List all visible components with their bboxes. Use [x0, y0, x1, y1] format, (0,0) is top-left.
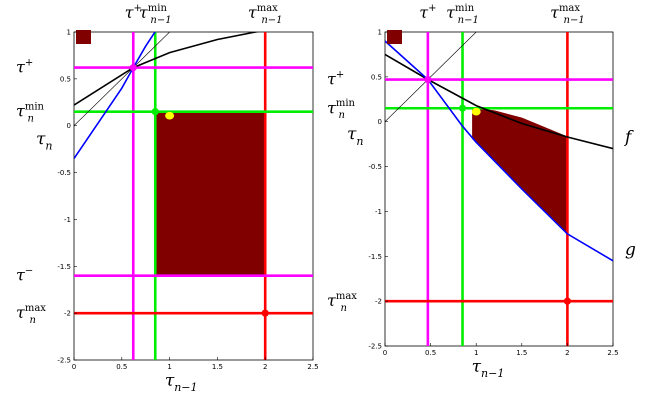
- left-label-1: τmin n: [327, 98, 356, 121]
- y-tick-label: -1.5: [368, 253, 382, 261]
- top-label-2: τmax n−1: [248, 3, 283, 26]
- y-tick-label: -2: [64, 310, 71, 318]
- x-tick-label: 0.5: [116, 363, 127, 371]
- top-label-1: τmin n−1: [139, 3, 172, 26]
- marker-point-3: [424, 75, 432, 84]
- marker-point-0: [458, 104, 467, 112]
- curve-label-g: g: [625, 240, 636, 260]
- y-tick-label: 0: [67, 122, 71, 130]
- x-axis-label: τn−1: [165, 371, 198, 394]
- marker-point-0: [151, 108, 159, 116]
- curve-f: [385, 53, 613, 150]
- feasible-region: [154, 111, 266, 277]
- x-tick-label: 0: [72, 363, 76, 371]
- marker-point-2: [471, 107, 481, 116]
- x-tick-label: 2: [565, 349, 569, 357]
- left-label-3: τmax n: [16, 303, 46, 326]
- y-tick-label: 0.5: [371, 73, 382, 81]
- top-label-2: τmax n−1: [550, 3, 585, 26]
- marker-point-1: [563, 297, 572, 305]
- left-label-2: τmax n: [327, 291, 357, 314]
- x-tick-label: 0: [383, 349, 387, 357]
- plot-content: [385, 32, 613, 346]
- y-tick-label: 1: [67, 29, 71, 37]
- x-tick-label: 1: [167, 363, 171, 371]
- curve-f: [74, 32, 260, 106]
- left-label-0: τ+: [16, 57, 33, 76]
- y-axis-label: τn: [36, 129, 53, 152]
- top-label-0: τ+: [125, 3, 142, 22]
- y-tick-label: 1: [378, 29, 382, 37]
- left-label-2: τ−: [16, 265, 33, 284]
- y-tick-label: -0.5: [368, 163, 382, 171]
- curve-label-f: f: [623, 128, 634, 148]
- marker-point-1: [261, 309, 269, 317]
- y-tick-label: -0.5: [57, 169, 71, 177]
- top-label-1: τmin n−1: [446, 3, 479, 26]
- x-tick-label: 2.5: [607, 349, 618, 357]
- y-tick-label: -2.5: [368, 343, 382, 351]
- x-tick-label: 2.5: [307, 363, 318, 371]
- top-label-0: τ+: [419, 3, 436, 22]
- region-swatch: [76, 30, 91, 44]
- chart-panel-left: 0 0.5 1 1.5 2 2.5 1 0.5 0 -0.5 -1 -1.5 -2 -2.5 τn−1 τn τ…: [16, 3, 319, 394]
- y-tick-label: -2.5: [57, 357, 71, 365]
- y-tick-label: 0: [378, 118, 382, 126]
- region-swatch: [387, 30, 402, 44]
- y-tick-label: -1: [375, 208, 382, 216]
- plot-content: [74, 32, 313, 360]
- left-label-0: τ+: [327, 69, 344, 88]
- marker-point-3: [129, 64, 137, 72]
- y-tick-label: -1: [64, 216, 71, 224]
- x-tick-label: 0.5: [425, 349, 436, 357]
- y-tick-label: -1.5: [57, 263, 71, 271]
- x-tick-label: 2: [263, 363, 267, 371]
- x-axis-label: τn−1: [472, 357, 505, 380]
- chart-panel-right: 0 0.5 1 1.5 2 2.5 1 0.5 0 -0.5 -1 -1.5 -2 -2.5 τn−1 τn τ…: [327, 3, 636, 380]
- y-tick-label: -2: [375, 298, 382, 306]
- y-axis-label: τn: [347, 125, 364, 148]
- left-label-1: τmin n: [16, 101, 45, 124]
- curve-g: [74, 32, 156, 159]
- y-tick-label: 0.5: [60, 75, 71, 83]
- x-tick-label: 1: [474, 349, 478, 357]
- x-tick-label: 1.5: [212, 363, 223, 371]
- x-tick-label: 1.5: [516, 349, 527, 357]
- marker-point-2: [165, 111, 175, 120]
